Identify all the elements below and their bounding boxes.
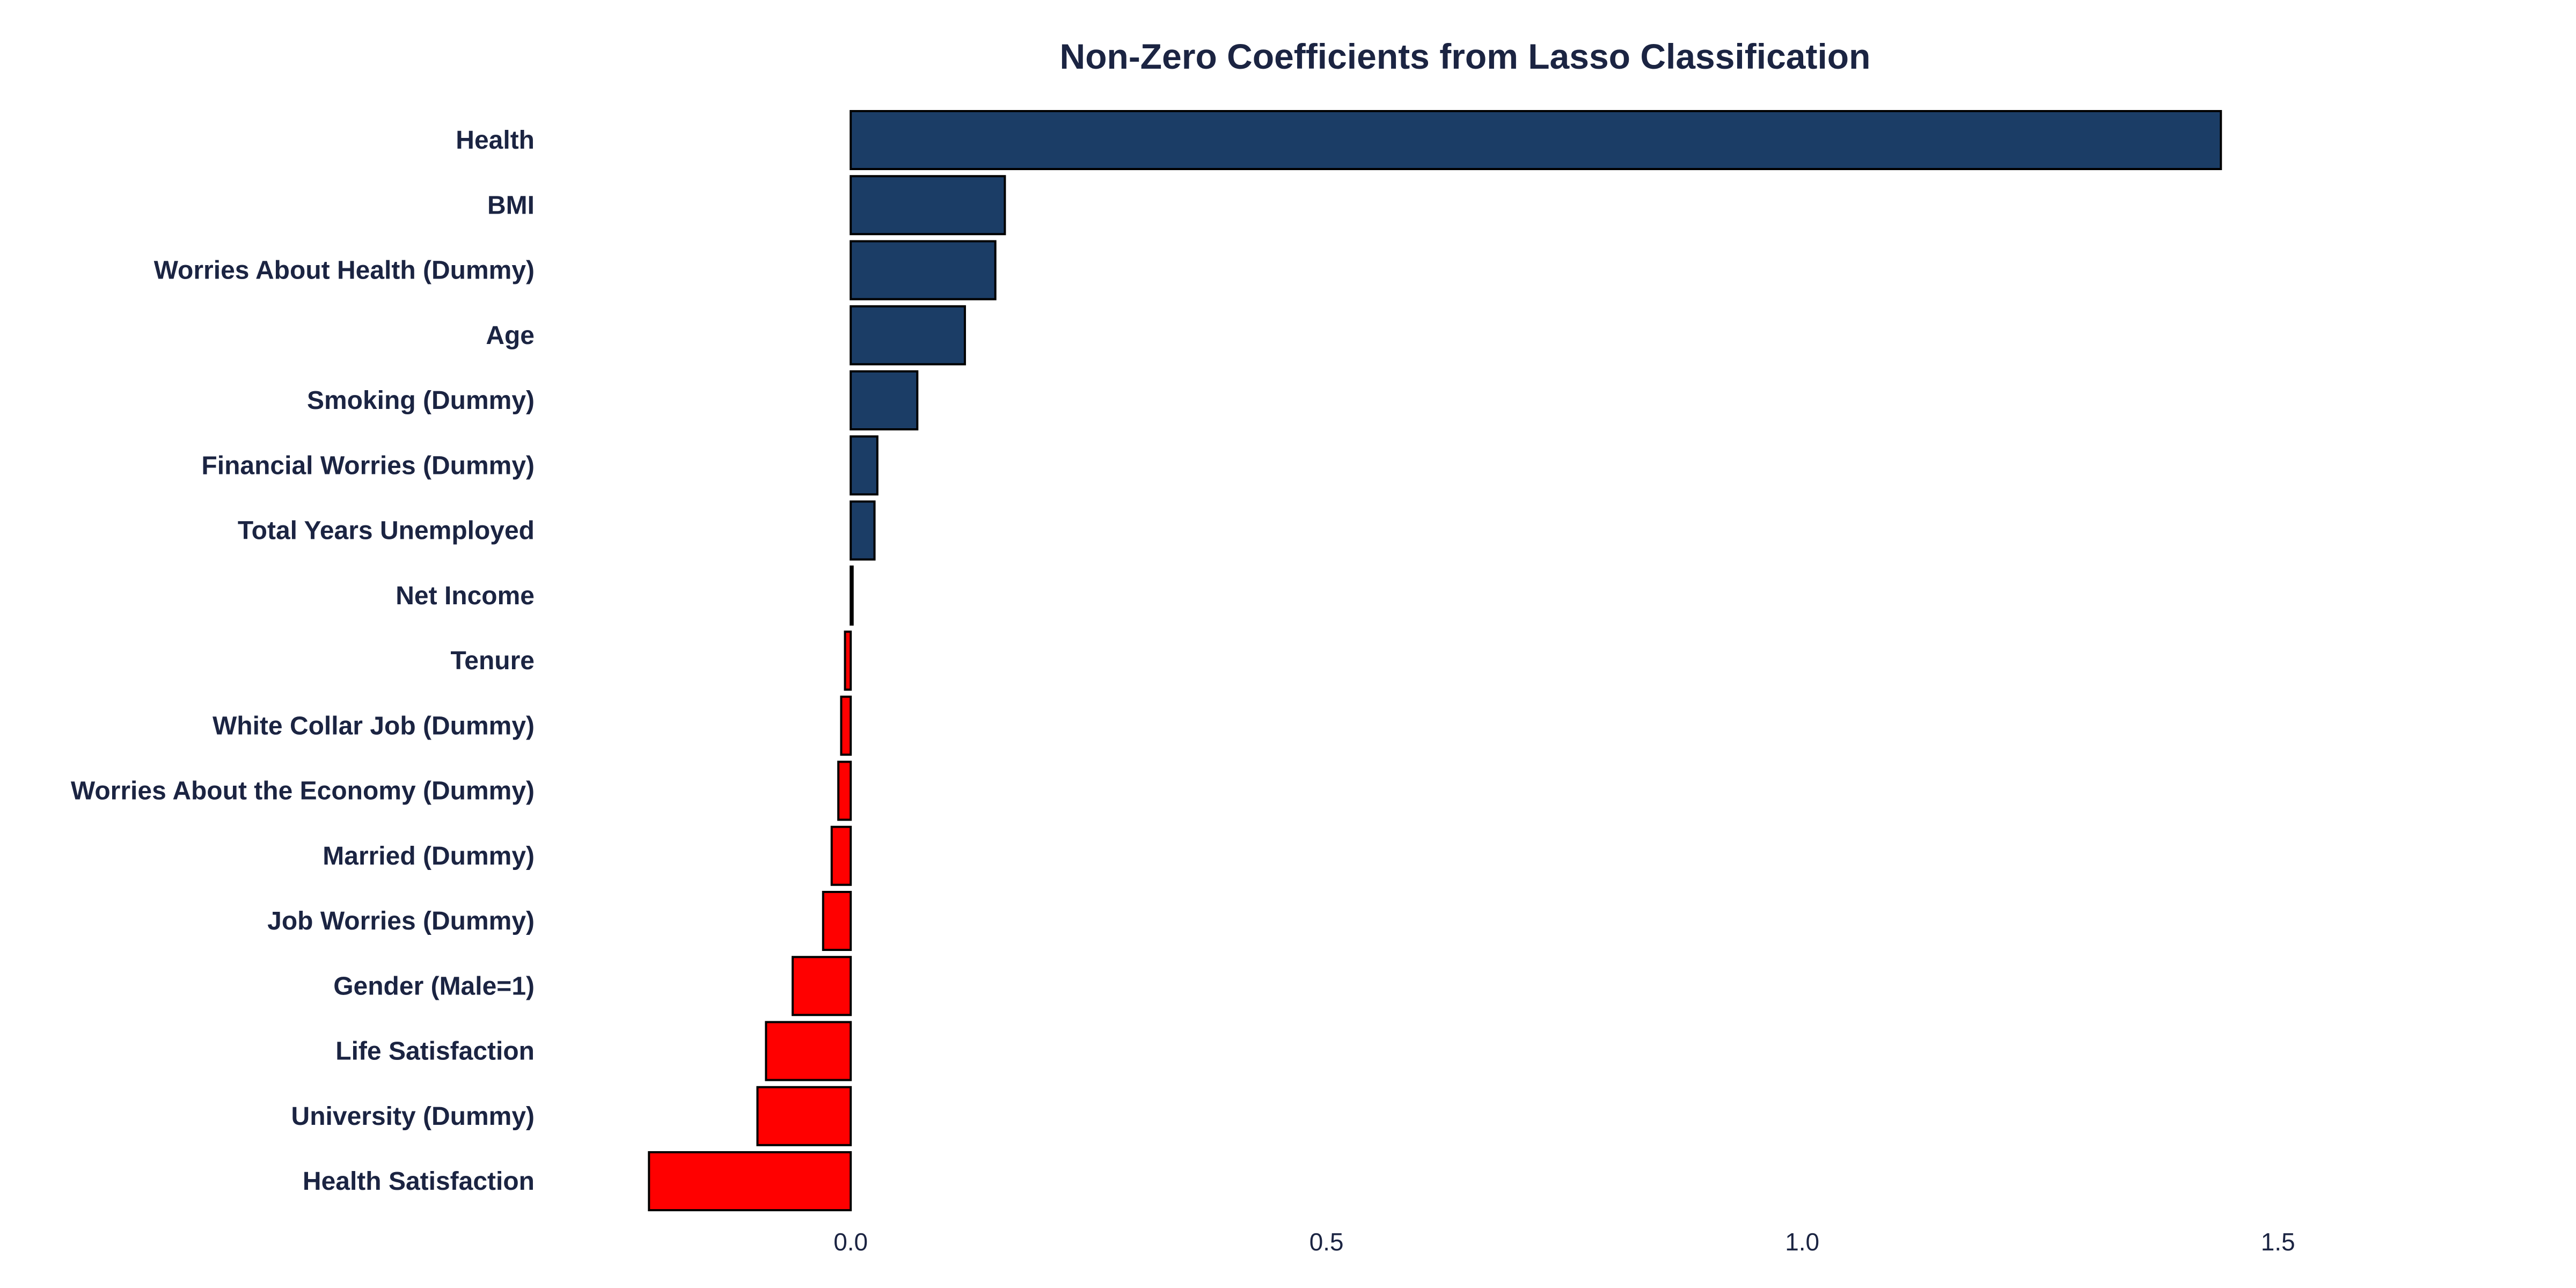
category-label-bmi: BMI <box>487 191 535 219</box>
category-label-smoking-dummy: Smoking (Dummy) <box>307 386 535 415</box>
bar-tenure <box>844 631 852 691</box>
bar-smoking-dummy <box>850 370 919 430</box>
x-tick-label: 0.0 <box>833 1228 868 1256</box>
category-label-net-income: Net Income <box>396 582 535 610</box>
x-tick-label: 0.5 <box>1309 1228 1344 1256</box>
bar-gender-male-1 <box>792 956 852 1016</box>
category-label-worries-about-health-dummy: Worries About Health (Dummy) <box>154 257 535 285</box>
bar-health-satisfaction <box>648 1151 852 1211</box>
category-label-job-worries-dummy: Job Worries (Dummy) <box>267 907 535 935</box>
category-label-white-collar-job-dummy: White Collar Job (Dummy) <box>213 712 535 740</box>
category-label-university-dummy: University (Dummy) <box>291 1102 535 1131</box>
bar-job-worries-dummy <box>822 891 852 951</box>
category-label-life-satisfaction: Life Satisfaction <box>335 1037 535 1066</box>
bar-married-dummy <box>830 825 852 886</box>
bar-age <box>850 305 966 365</box>
bar-financial-worries-dummy <box>850 435 879 496</box>
bar-net-income <box>850 565 854 626</box>
x-tick-label: 1.5 <box>2261 1228 2295 1256</box>
bar-life-satisfaction <box>765 1021 852 1081</box>
bar-bmi <box>850 175 1006 236</box>
category-label-financial-worries-dummy: Financial Worries (Dummy) <box>201 451 535 480</box>
category-label-age: Age <box>486 321 535 350</box>
category-labels: Health BMI Worries About Health (Dummy) Age… <box>71 126 535 1196</box>
bars-layer <box>648 110 2222 1211</box>
category-label-married-dummy: Married (Dummy) <box>323 842 535 870</box>
bar-white-collar-job-dummy <box>840 696 852 756</box>
category-label-worries-about-the-economy-dummy: Worries About the Economy (Dummy) <box>71 777 535 806</box>
bar-university-dummy <box>756 1086 852 1146</box>
chart-title: Non-Zero Coefficients from Lasso Classif… <box>1060 36 1871 76</box>
x-axis-ticks: 0.0 0.5 1.0 1.5 <box>833 1228 2295 1256</box>
category-label-total-years-unemployed: Total Years Unemployed <box>238 517 535 545</box>
bar-worries-about-the-economy-dummy <box>837 760 852 821</box>
bar-worries-about-health-dummy <box>850 240 997 301</box>
bar-total-years-unemployed <box>850 500 876 561</box>
category-label-health-satisfaction: Health Satisfaction <box>303 1167 535 1196</box>
category-label-tenure: Tenure <box>451 647 535 675</box>
bar-health <box>850 110 2222 170</box>
x-tick-label: 1.0 <box>1785 1228 1819 1256</box>
category-label-gender-male-1: Gender (Male=1) <box>333 972 535 1000</box>
category-label-health: Health <box>456 126 535 155</box>
